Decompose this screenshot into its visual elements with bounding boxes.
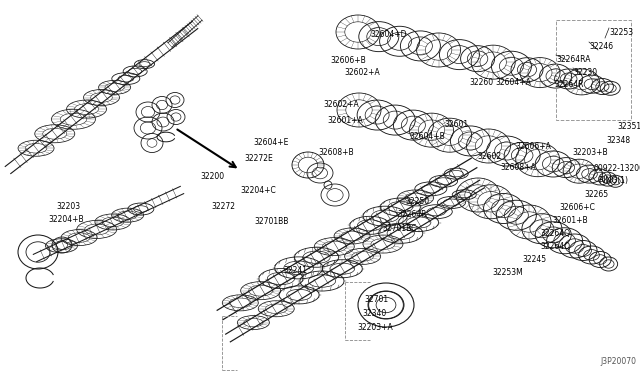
Text: 32203+A: 32203+A <box>357 323 393 332</box>
Text: 32253M: 32253M <box>492 268 523 277</box>
Text: 32260: 32260 <box>469 78 493 87</box>
Text: 32265: 32265 <box>584 190 608 199</box>
Text: 32264Q: 32264Q <box>540 229 570 238</box>
Text: 32245: 32245 <box>522 255 546 264</box>
Text: 32253: 32253 <box>609 28 633 37</box>
Text: 32602+A: 32602+A <box>323 100 359 109</box>
Text: 32264R: 32264R <box>554 80 584 89</box>
Text: 32264Q: 32264Q <box>540 242 570 251</box>
Text: 32340: 32340 <box>362 309 387 318</box>
Text: 32604+E: 32604+E <box>253 138 289 147</box>
Text: 32602+A: 32602+A <box>344 68 380 77</box>
Text: 32203: 32203 <box>56 202 80 211</box>
Text: 32351: 32351 <box>617 122 640 131</box>
Text: 32601+A: 32601+A <box>327 116 363 125</box>
Text: 32608+A: 32608+A <box>500 163 536 172</box>
Text: 32601: 32601 <box>444 120 468 129</box>
Text: 32604+D: 32604+D <box>370 30 406 39</box>
Text: 32230: 32230 <box>573 68 597 77</box>
Text: 32348: 32348 <box>606 136 630 145</box>
Text: 32204+C: 32204+C <box>240 186 276 195</box>
Text: 00922-13200: 00922-13200 <box>594 164 640 173</box>
Text: 32264RA: 32264RA <box>556 55 591 64</box>
Text: 32250: 32250 <box>405 197 429 206</box>
Text: 32701: 32701 <box>364 295 388 304</box>
Text: 32272: 32272 <box>211 202 235 211</box>
Text: 32606+C: 32606+C <box>559 203 595 212</box>
Text: 32241: 32241 <box>283 266 307 275</box>
Text: 32203+B: 32203+B <box>572 148 607 157</box>
Text: 32701BC: 32701BC <box>382 224 417 233</box>
Text: 32602: 32602 <box>477 152 501 161</box>
Text: 32200: 32200 <box>200 172 224 181</box>
Text: J3P20070: J3P20070 <box>600 357 636 366</box>
Text: 32264R: 32264R <box>397 210 426 219</box>
Text: 32204+B: 32204+B <box>48 215 84 224</box>
Text: 32606+A: 32606+A <box>515 142 551 151</box>
Text: 32608+B: 32608+B <box>318 148 354 157</box>
Text: 32606+B: 32606+B <box>330 56 365 65</box>
Text: RING(1): RING(1) <box>598 176 628 185</box>
Text: 32272E: 32272E <box>244 154 273 163</box>
Text: 32604+B: 32604+B <box>409 132 445 141</box>
Text: 32246: 32246 <box>589 42 613 51</box>
Text: 32604+A: 32604+A <box>495 78 531 87</box>
Text: 32601+B: 32601+B <box>552 216 588 225</box>
Text: 32701BB: 32701BB <box>254 217 289 226</box>
